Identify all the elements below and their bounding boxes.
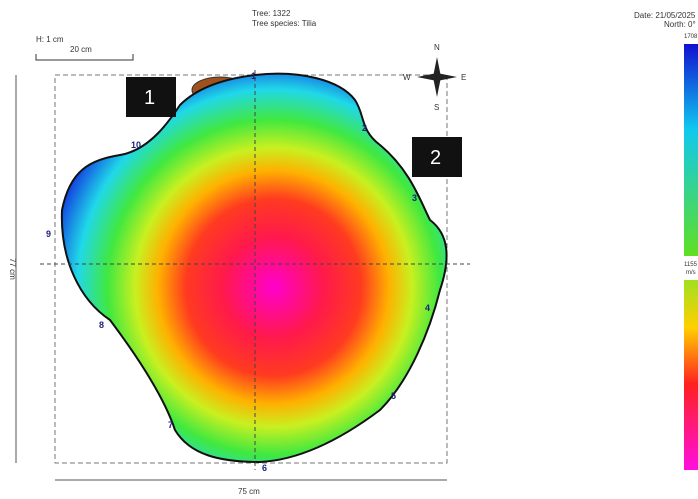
label-box — [126, 77, 176, 117]
color-bar-top — [684, 44, 698, 256]
width-label: 75 cm — [238, 487, 260, 496]
label-box — [412, 137, 462, 177]
sensor-number: 6 — [262, 463, 267, 473]
scale-bar-label: 20 cm — [70, 45, 92, 54]
compass: N E S W — [403, 43, 466, 112]
north: North: 0° — [664, 20, 696, 29]
scale-bar — [35, 54, 134, 61]
compass-n: N — [434, 43, 440, 52]
height-label: 77 cm — [8, 258, 17, 280]
tree-id: Tree: 1322 — [252, 9, 291, 18]
sensor-number: 5 — [391, 391, 396, 401]
sensor-number: 7 — [168, 420, 173, 430]
color-bar-bottom — [684, 280, 698, 470]
sensor-number: 1 — [251, 71, 256, 81]
scale-unit: m/s — [686, 270, 696, 276]
compass-w: W — [403, 73, 411, 82]
sensors: 1 2 3 4 5 6 7 8 9 10 — [46, 71, 430, 473]
scale-max: 1708 — [684, 34, 698, 40]
scale-h: H: 1 cm — [36, 35, 64, 44]
scale-mid: 1155 — [684, 262, 698, 268]
sensor-number: 3 — [412, 193, 417, 203]
label: 1 — [144, 87, 155, 109]
label: 2 — [430, 147, 441, 169]
tree-species: Tree species: Tilia — [252, 19, 317, 28]
sensor-number: 8 — [99, 320, 104, 330]
tomogram — [60, 72, 448, 464]
date: Date: 21/05/2025 — [634, 11, 696, 20]
sensor-number: 4 — [425, 303, 430, 313]
sensor-number: 2 — [362, 123, 367, 133]
compass-s: S — [434, 103, 439, 112]
compass-e: E — [461, 73, 466, 82]
sensor-number: 10 — [131, 140, 141, 150]
sensor-number: 9 — [46, 229, 51, 239]
